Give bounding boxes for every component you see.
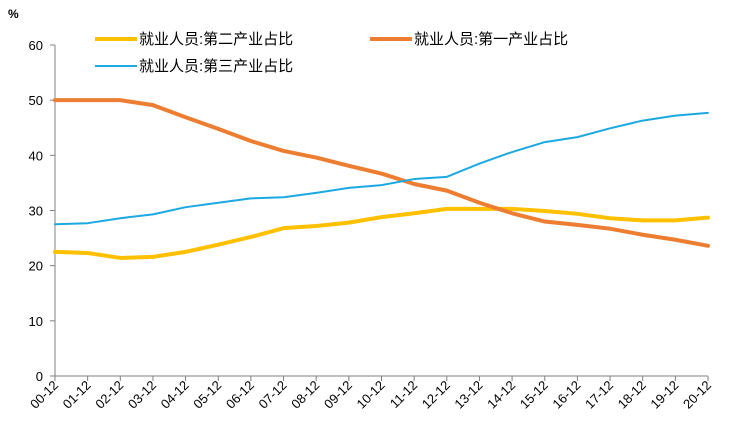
x-tick-label: 18-12	[615, 378, 649, 412]
axes: 0102030405060%00-1201-1202-1203-1204-120…	[8, 7, 714, 412]
x-tick-label: 00-12	[27, 378, 61, 412]
x-tick-label: 01-12	[60, 378, 94, 412]
x-tick-label: 06-12	[223, 378, 257, 412]
series-lines	[53, 98, 710, 260]
x-tick-label: 10-12	[354, 378, 388, 412]
series-line-2	[53, 98, 710, 248]
series-line-3	[54, 111, 709, 226]
x-tick-label: 04-12	[158, 378, 192, 412]
x-tick-label: 15-12	[517, 378, 551, 412]
x-tick-label: 14-12	[484, 378, 518, 412]
x-tick-label: 03-12	[125, 378, 159, 412]
y-tick-label: 40	[29, 148, 43, 163]
x-tick-label: 13-12	[451, 378, 485, 412]
x-tick-label: 19-12	[647, 378, 681, 412]
y-tick-label: 20	[29, 259, 43, 274]
x-tick-label: 07-12	[256, 378, 290, 412]
x-tick-label: 02-12	[92, 378, 126, 412]
legend-label: 就业人员:第三产业占比	[139, 57, 293, 75]
y-tick-label: 60	[29, 38, 43, 53]
x-tick-label: 20-12	[680, 378, 714, 412]
y-tick-label: 10	[29, 314, 43, 329]
y-tick-label: 30	[29, 204, 43, 219]
x-tick-label: 09-12	[321, 378, 355, 412]
series-line-1	[53, 206, 710, 260]
legend-label: 就业人员:第二产业占比	[139, 30, 293, 48]
x-tick-label: 05-12	[190, 378, 224, 412]
y-tick-label: 50	[29, 93, 43, 108]
x-tick-label: 08-12	[288, 378, 322, 412]
x-tick-label: 12-12	[419, 378, 453, 412]
x-tick-label: 17-12	[582, 378, 616, 412]
x-tick-label: 16-12	[549, 378, 583, 412]
y-axis-unit-label: %	[8, 7, 19, 21]
legend-label: 就业人员:第一产业占比	[414, 30, 568, 48]
y-tick-label: 0	[36, 369, 43, 384]
x-tick-label: 11-12	[387, 378, 420, 411]
